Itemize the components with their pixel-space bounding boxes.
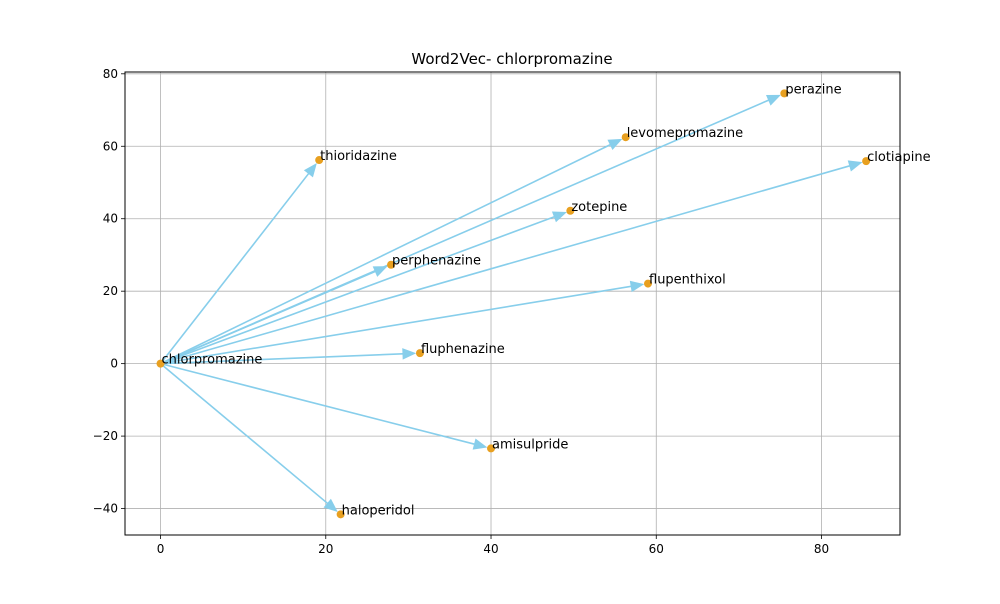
point-label-chlorpromazine: chlorpromazine [162,353,263,368]
y-tick-label: −20 [93,429,118,443]
y-tick-label: 60 [103,139,118,153]
x-tick-label: 0 [157,542,165,556]
point-label-flupenthixol: flupenthixol [649,273,726,288]
point-thioridazine [315,156,324,165]
chart-title: Word2Vec- chlorpromazine [411,50,612,68]
point-zotepine [566,206,575,215]
point-chlorpromazine [156,359,165,368]
arrow-head [303,162,317,178]
arrow-clotiapine [160,160,863,365]
arrow-levomepromazine [160,138,623,365]
point-haloperidol [336,510,345,519]
point-label-perphenazine: perphenazine [392,254,481,269]
arrow-amisulpride [160,362,488,450]
point-fluphenazine [415,349,424,358]
arrow-perazine [160,94,781,365]
arrow-shaft [160,362,475,445]
point-perazine [780,89,789,98]
y-tick-label: −40 [93,502,118,516]
point-amisulpride [487,444,496,453]
arrow-shaft [160,353,404,365]
arrow-shaft [160,165,851,365]
arrow-head [372,266,388,277]
tick-layer: 0 20 40 60 80 −40 −20 0 20 40 60 80 [93,67,829,556]
point-label-perazine: perazine [785,82,841,97]
arrow-thioridazine [159,162,317,365]
arrow-shaft [160,143,611,365]
arrow-haloperidol [160,363,338,512]
point-flupenthixol [644,279,653,288]
x-tick-label: 20 [318,542,333,556]
plot-frame [124,71,901,536]
point-label-thioridazine: thioridazine [320,149,397,164]
x-tick-label: 80 [814,542,829,556]
arrow-head [472,438,488,450]
arrow-layer [159,94,863,512]
arrow-fluphenazine [160,348,417,365]
arrow-head [765,94,781,106]
point-layer [156,89,871,519]
arrow-head [847,160,863,172]
arrow-shaft [160,363,329,505]
arrow-head [607,138,623,151]
arrow-shaft [160,99,770,365]
arrow-head [402,348,417,360]
arrow-head [629,280,645,293]
point-label-amisulpride: amisulpride [492,437,568,452]
label-layer: chlorpromazine thioridazine perphenazine le… [162,82,931,518]
arrow-head [323,498,338,512]
arrow-head [551,211,567,223]
x-tick-label: 40 [483,542,498,556]
y-tick-label: 80 [103,67,118,81]
point-perphenazine [387,260,396,269]
point-label-haloperidol: haloperidol [342,503,415,518]
y-tick-label: 40 [103,212,118,226]
point-label-clotiapine: clotiapine [867,150,931,165]
x-tick-label: 60 [649,542,664,556]
point-clotiapine [862,157,871,166]
arrow-shaft [160,215,555,365]
arrow-flupenthixol [160,280,645,365]
point-levomepromazine [621,133,630,142]
point-label-zotepine: zotepine [571,200,627,215]
arrow-zotepine [160,211,567,365]
arrow-shaft [160,285,632,365]
point-label-fluphenazine: fluphenazine [421,342,505,357]
point-label-levomepromazine: levomepromazine [627,126,744,141]
y-tick-label: 0 [110,357,118,371]
y-tick-label: 20 [103,284,118,298]
grid-layer [125,72,900,535]
arrow-shaft [159,172,310,365]
